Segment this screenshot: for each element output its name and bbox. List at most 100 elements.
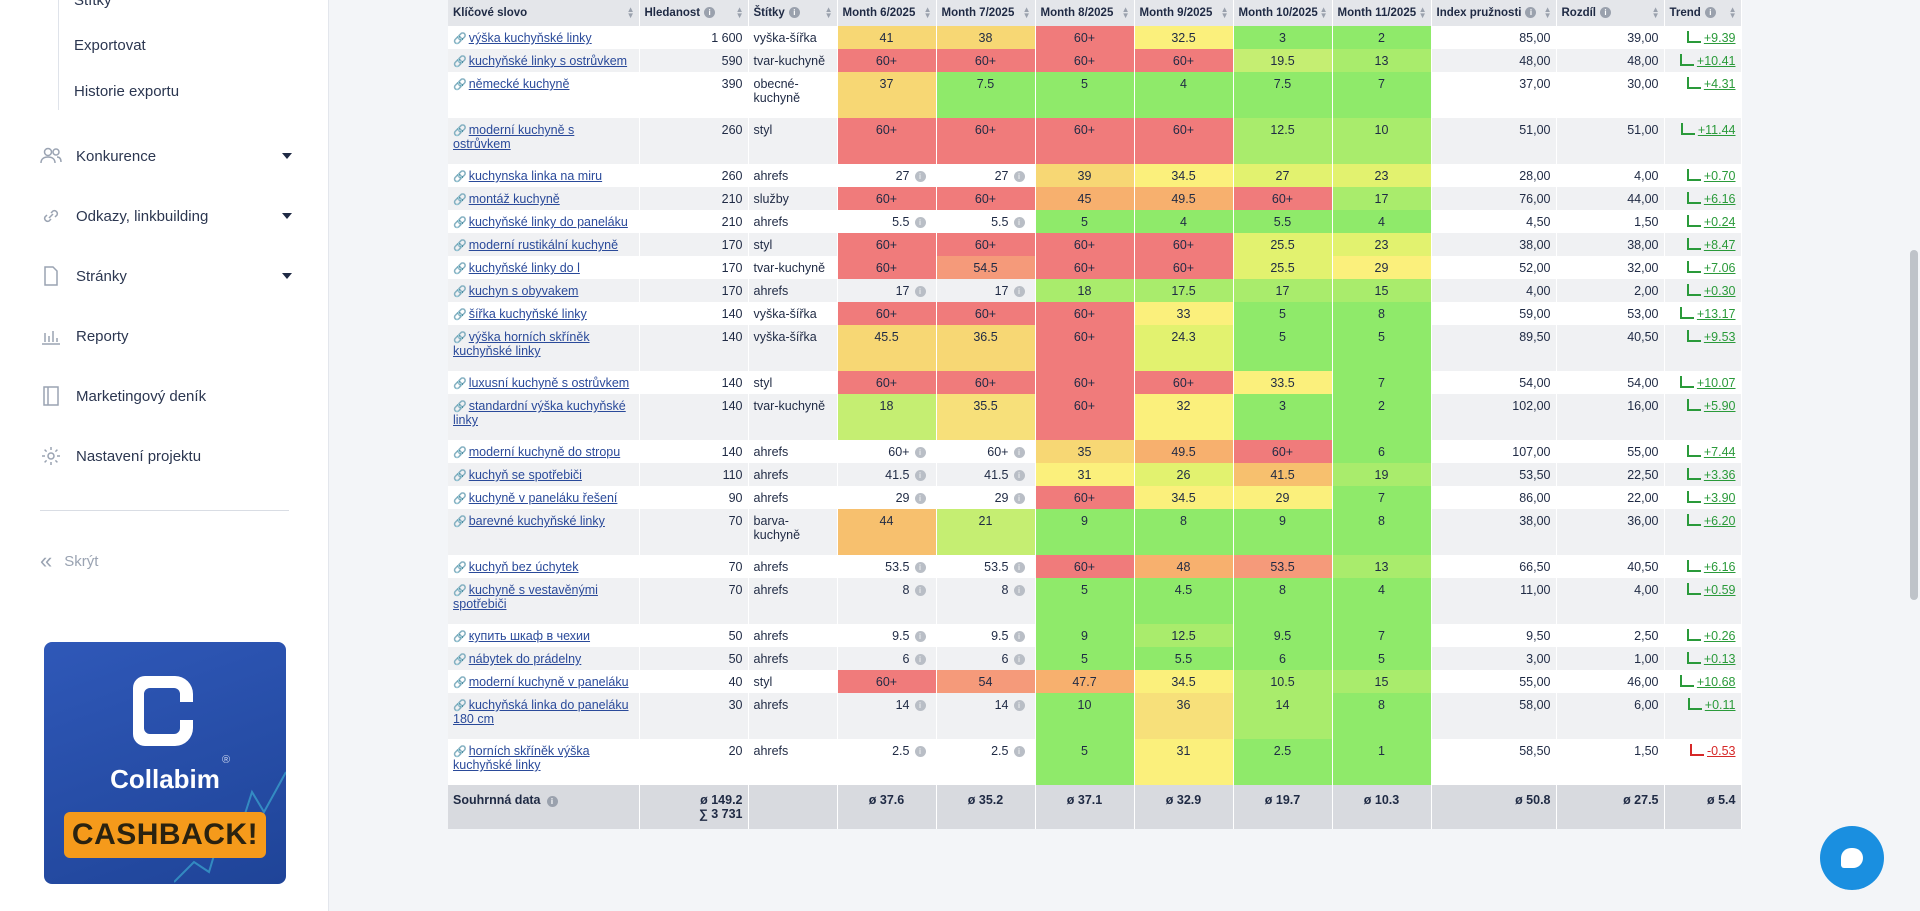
trend-link[interactable]: +13.17 <box>1679 307 1736 321</box>
info-icon[interactable]: i <box>914 286 926 297</box>
external-link-icon[interactable]: 🔗 <box>453 516 467 528</box>
keyword-link[interactable]: barevné kuchyňské linky <box>468 514 605 528</box>
trend-link[interactable]: +6.16 <box>1686 560 1736 574</box>
sidebar-subitem-stitky[interactable]: Štítky <box>74 0 112 9</box>
keyword-link[interactable]: moderní kuchyně do stropu <box>468 445 621 459</box>
external-link-icon[interactable]: 🔗 <box>453 401 467 413</box>
caret-down-icon[interactable] <box>282 273 292 279</box>
sidebar-subitem-export-history[interactable]: Historie exportu <box>74 83 180 100</box>
keyword-link[interactable]: kuchyňská linka do paneláku 180 cm <box>453 698 629 726</box>
external-link-icon[interactable]: 🔗 <box>453 217 467 229</box>
info-icon[interactable]: i <box>914 746 926 757</box>
trend-link[interactable]: +0.30 <box>1686 284 1736 298</box>
trend-link[interactable]: -0.53 <box>1690 744 1736 758</box>
external-link-icon[interactable]: 🔗 <box>453 677 467 689</box>
sort-icon[interactable]: ▲ ▼ <box>1022 5 1031 20</box>
trend-link[interactable]: +8.47 <box>1686 238 1736 252</box>
trend-link[interactable]: +9.53 <box>1686 330 1736 344</box>
external-link-icon[interactable]: 🔗 <box>453 240 467 252</box>
sort-icon[interactable]: ▲ ▼ <box>626 5 635 20</box>
external-link-icon[interactable]: 🔗 <box>453 654 467 666</box>
external-link-icon[interactable]: 🔗 <box>453 171 467 183</box>
info-icon[interactable]: i <box>1013 493 1025 504</box>
external-link-icon[interactable]: 🔗 <box>453 585 467 597</box>
keyword-link[interactable]: kuchyně v paneláku řešení <box>468 491 618 505</box>
trend-link[interactable]: +0.26 <box>1686 629 1736 643</box>
external-link-icon[interactable]: 🔗 <box>453 470 467 482</box>
keyword-link[interactable]: kuchyně s vestavěnými spotřebiči <box>453 583 598 611</box>
column-header[interactable]: Month 9/2025 ▲ ▼ <box>1134 0 1234 26</box>
banner-cta[interactable]: CASHBACK! <box>64 812 266 858</box>
column-header[interactable]: Index pružnosti i ▲ ▼ <box>1431 0 1557 26</box>
info-icon[interactable]: i <box>1013 654 1025 665</box>
trend-link[interactable]: +5.90 <box>1686 399 1736 413</box>
info-icon[interactable]: i <box>1013 447 1025 458</box>
external-link-icon[interactable]: 🔗 <box>453 493 467 505</box>
external-link-icon[interactable]: 🔗 <box>453 79 467 91</box>
external-link-icon[interactable]: 🔗 <box>453 263 467 275</box>
column-header[interactable]: Month 10/2025 ▲ ▼ <box>1233 0 1333 26</box>
sort-icon[interactable]: ▲ ▼ <box>1319 5 1328 20</box>
keyword-link[interactable]: luxusní kuchyně s ostrůvkem <box>468 376 630 390</box>
trend-link[interactable]: +0.59 <box>1686 583 1736 597</box>
column-header[interactable]: Month 11/2025 ▲ ▼ <box>1332 0 1432 26</box>
caret-down-icon[interactable] <box>282 153 292 159</box>
sort-icon[interactable]: ▲ ▼ <box>1418 5 1427 20</box>
trend-link[interactable]: +10.41 <box>1679 54 1736 68</box>
trend-link[interactable]: +0.70 <box>1686 169 1736 183</box>
keyword-link[interactable]: výška kuchyňské linky <box>468 31 592 45</box>
sort-icon[interactable]: ▲ ▼ <box>1651 5 1660 20</box>
external-link-icon[interactable]: 🔗 <box>453 562 467 574</box>
info-icon[interactable]: i <box>1013 470 1025 481</box>
keyword-link[interactable]: nábytek do prádelny <box>468 652 582 666</box>
keyword-link[interactable]: kuchyňské linky do paneláku <box>468 215 628 229</box>
trend-link[interactable]: +0.13 <box>1686 652 1736 666</box>
info-icon[interactable]: i <box>1013 746 1025 757</box>
chat-button[interactable] <box>1820 826 1884 890</box>
external-link-icon[interactable]: 🔗 <box>453 286 467 298</box>
sidebar-item-page[interactable]: Stránky <box>40 262 295 290</box>
trend-link[interactable]: +10.07 <box>1679 376 1736 390</box>
sidebar-item-link[interactable]: Odkazy, linkbuilding <box>40 202 295 230</box>
external-link-icon[interactable]: 🔗 <box>453 332 467 344</box>
info-icon[interactable]: i <box>1704 7 1716 18</box>
column-header[interactable]: Month 8/2025 ▲ ▼ <box>1035 0 1135 26</box>
info-icon[interactable]: i <box>1013 286 1025 297</box>
column-header[interactable]: Klíčové slovo ▲ ▼ <box>448 0 640 26</box>
trend-link[interactable]: +4.31 <box>1686 77 1736 91</box>
sort-icon[interactable]: ▲ ▼ <box>1543 5 1552 20</box>
keyword-link[interactable]: německé kuchyně <box>468 77 570 91</box>
sort-icon[interactable]: ▲ ▼ <box>824 5 833 20</box>
trend-link[interactable]: +0.24 <box>1686 215 1736 229</box>
trend-link[interactable]: +9.39 <box>1686 31 1736 45</box>
external-link-icon[interactable]: 🔗 <box>453 309 467 321</box>
sidebar-item-book[interactable]: Marketingový deník <box>40 382 295 410</box>
keyword-link[interactable]: kuchyn s obyvakem <box>468 284 579 298</box>
sort-icon[interactable]: ▲ ▼ <box>735 5 744 20</box>
keyword-link[interactable]: kuchyňské linky s ostrůvkem <box>468 54 628 68</box>
info-icon[interactable]: i <box>914 585 926 596</box>
column-header[interactable]: Štítky i ▲ ▼ <box>748 0 838 26</box>
sort-icon[interactable]: ▲ ▼ <box>923 5 932 20</box>
info-icon[interactable]: i <box>1013 217 1025 228</box>
sort-icon[interactable]: ▲ ▼ <box>1220 5 1229 20</box>
info-icon[interactable]: i <box>546 796 558 807</box>
external-link-icon[interactable]: 🔗 <box>453 125 467 137</box>
info-icon[interactable]: i <box>914 171 926 182</box>
info-icon[interactable]: i <box>914 631 926 642</box>
info-icon[interactable]: i <box>1013 700 1025 711</box>
trend-link[interactable]: +6.16 <box>1686 192 1736 206</box>
caret-down-icon[interactable] <box>282 213 292 219</box>
column-header[interactable]: Hledanost i ▲ ▼ <box>639 0 749 26</box>
external-link-icon[interactable]: 🔗 <box>453 700 467 712</box>
keyword-link[interactable]: kuchyňské linky do l <box>468 261 580 275</box>
info-icon[interactable]: i <box>914 700 926 711</box>
info-icon[interactable]: i <box>914 470 926 481</box>
info-icon[interactable]: i <box>1013 585 1025 596</box>
external-link-icon[interactable]: 🔗 <box>453 194 467 206</box>
column-header[interactable]: Month 7/2025 ▲ ▼ <box>936 0 1036 26</box>
info-icon[interactable]: i <box>1600 7 1611 18</box>
sidebar-item-users[interactable]: Konkurence <box>40 142 295 170</box>
keyword-link[interactable]: купить шкаф в чехии <box>468 629 591 643</box>
info-icon[interactable]: i <box>914 562 926 573</box>
